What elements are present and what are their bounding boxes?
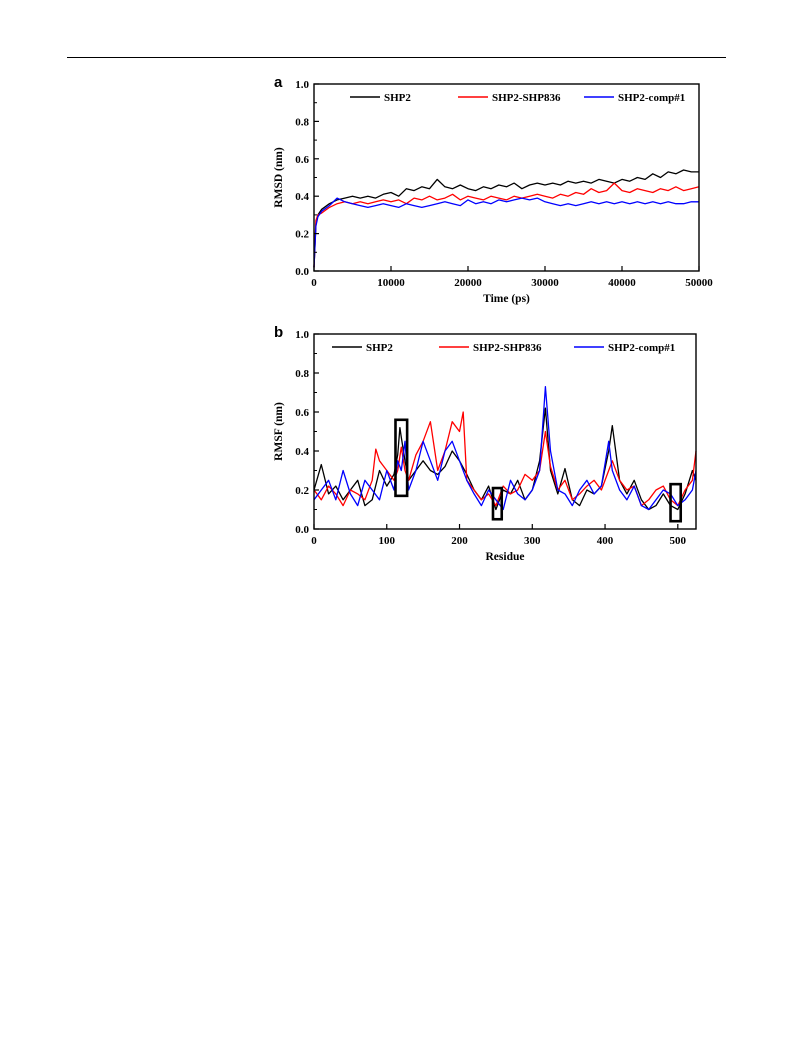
x-tick-label: 20000	[454, 277, 482, 289]
y-tick-label: 0.4	[295, 191, 309, 203]
y-tick-label: 0.8	[295, 116, 309, 128]
x-tick-label: 40000	[608, 277, 636, 289]
x-tick-label: 50000	[685, 277, 713, 289]
y-axis-title: RMSD (nm)	[273, 147, 285, 208]
header-rule	[67, 57, 726, 58]
y-tick-label: 0.0	[295, 266, 309, 278]
legend-label-1: SHP2-SHP836	[473, 342, 542, 354]
y-tick-label: 0.6	[295, 407, 309, 419]
y-tick-label: 1.0	[295, 79, 309, 91]
highlight-box-0	[394, 418, 409, 498]
rmsd-chart-panel: a 0 10000 20000 30000 40000 50000 0.0 0.2 0.4 0.6 0…	[268, 72, 728, 308]
y-axis-title: RMSF (nm)	[273, 402, 285, 461]
y-tick-label: 1.0	[295, 329, 309, 341]
x-tick-label: 200	[451, 535, 468, 547]
x-axis-title: Residue	[486, 551, 525, 563]
highlight-box-1	[491, 486, 504, 521]
series-line-0	[313, 169, 699, 268]
legend-label-0: SHP2	[384, 92, 411, 104]
x-tick-label: 100	[379, 535, 396, 547]
legend-label-2: SHP2-comp#1	[608, 342, 675, 354]
y-tick-label: 0.0	[295, 524, 309, 536]
series-line-2	[313, 197, 699, 268]
x-tick-label: 0	[311, 277, 317, 289]
x-tick-label: 30000	[531, 277, 559, 289]
y-tick-label: 0.8	[295, 368, 309, 380]
rmsf-chart-panel: b 0 100 200 300 400 500 0.0 0.2 0.4 0.6 0.8 1.0 Resid…	[268, 312, 728, 574]
series-line-1	[313, 182, 700, 268]
x-axis-title: Time (ps)	[483, 293, 530, 305]
panel-label: b	[274, 324, 283, 341]
x-tick-label: 400	[597, 535, 614, 547]
rmsf-chart: b 0 100 200 300 400 500 0.0 0.2 0.4 0.6 0.8 1.0 Resid…	[273, 324, 697, 563]
series-line-0	[313, 407, 697, 511]
y-tick-label: 0.6	[295, 154, 309, 166]
legend-label-0: SHP2	[366, 342, 393, 354]
x-tick-label: 500	[670, 535, 687, 547]
series-line-2	[313, 386, 697, 511]
y-tick-label: 0.2	[295, 485, 309, 497]
x-tick-label: 0	[311, 535, 317, 547]
legend-label-2: SHP2-comp#1	[618, 92, 685, 104]
y-tick-label: 0.2	[295, 229, 309, 241]
series-line-1	[313, 411, 697, 507]
x-tick-label: 10000	[377, 277, 405, 289]
highlight-box-2	[669, 482, 683, 523]
plot-frame	[313, 83, 700, 272]
legend-label-1: SHP2-SHP836	[492, 92, 561, 104]
y-tick-label: 0.4	[295, 446, 309, 458]
panel-label: a	[274, 74, 283, 91]
x-tick-label: 300	[524, 535, 541, 547]
rmsd-chart: a 0 10000 20000 30000 40000 50000 0.0 0.2 0.4 0.6 0…	[273, 74, 713, 305]
